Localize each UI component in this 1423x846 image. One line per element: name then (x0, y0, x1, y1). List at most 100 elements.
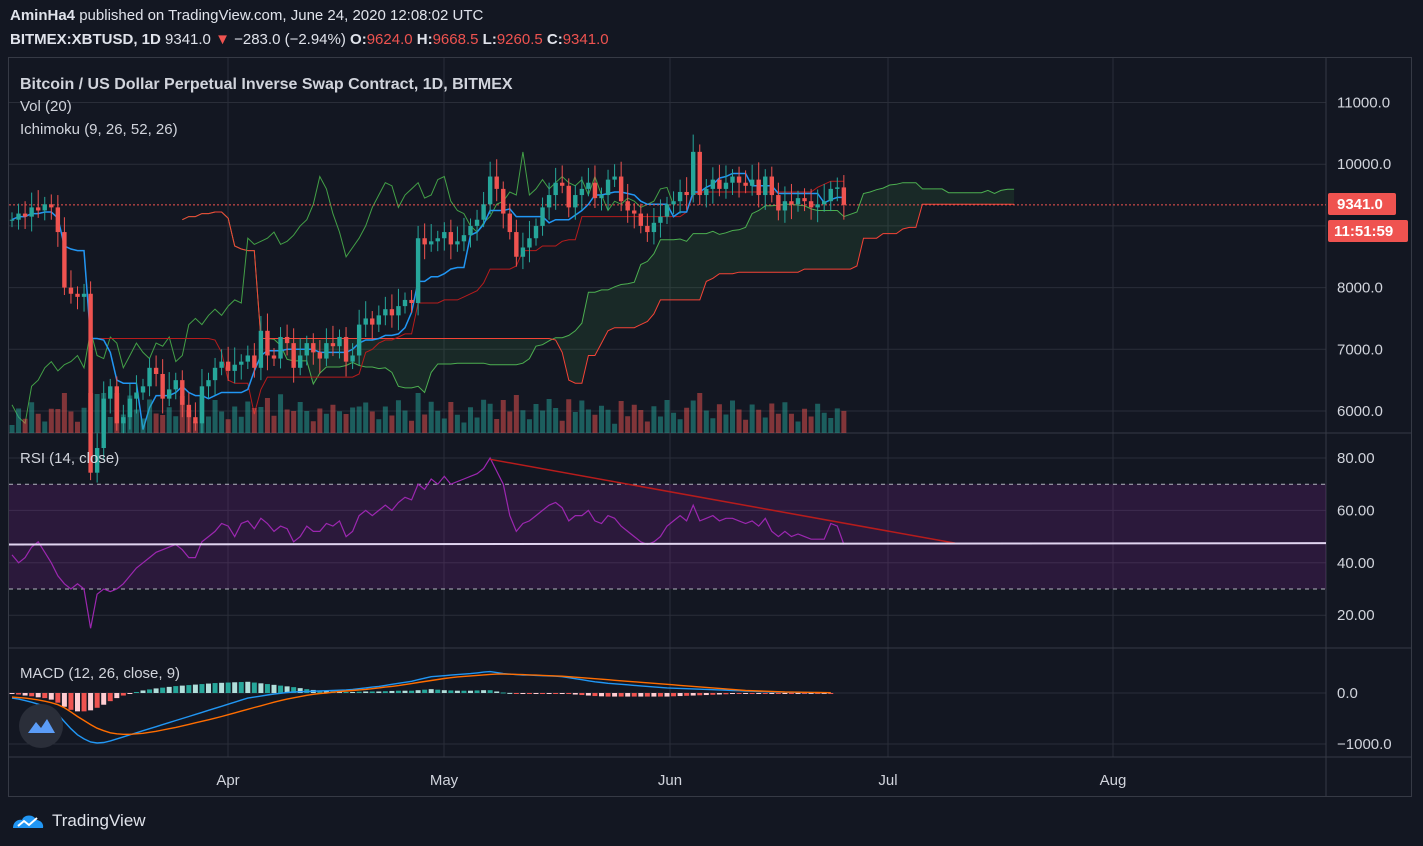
volume-bar (474, 417, 480, 433)
volume-bar (382, 406, 388, 433)
macd-histogram-bar (435, 689, 441, 693)
volume-bar (395, 400, 401, 433)
candle-body (9, 219, 15, 221)
macd-histogram-bar (81, 693, 87, 712)
volume-bar (690, 400, 696, 433)
candle-body (376, 315, 381, 325)
time-tick-label: Aug (1100, 772, 1127, 789)
macd-histogram-bar (147, 689, 153, 693)
candle-body (815, 204, 820, 208)
candle-body (487, 176, 493, 205)
volume-bar (251, 408, 257, 433)
signal-line (11, 673, 831, 735)
price-tick-label: 7000.0 (1337, 341, 1383, 358)
ichimoku-cloud (9, 151, 1326, 430)
volume-bar (815, 403, 821, 433)
volume-bar (258, 407, 264, 433)
candle-body (429, 241, 434, 245)
macd-histogram-bar (788, 693, 794, 694)
macd-histogram-bar (42, 693, 48, 699)
macd-histogram-bar (238, 682, 244, 693)
candle-body (206, 380, 211, 387)
volume-bar (788, 413, 794, 433)
volume-bar (166, 407, 172, 433)
volume-bar (468, 407, 473, 433)
candle-body (415, 238, 421, 304)
macd-histogram-bar (526, 693, 532, 694)
macd-histogram-bar (716, 693, 722, 695)
macd-histogram-bar (382, 691, 388, 693)
volume-bar (487, 403, 493, 433)
candle-body (638, 213, 643, 226)
candle-body (736, 176, 742, 183)
macd-histogram-bar (402, 690, 408, 693)
senkou-span-b (182, 203, 1015, 384)
macd-histogram-bar (16, 693, 22, 695)
footer-brand[interactable]: TradingView (10, 810, 146, 832)
volume-bar (612, 423, 618, 433)
volume-bar (153, 413, 159, 433)
volume-bar (657, 416, 663, 433)
macd-histogram-bar (376, 691, 382, 693)
macd-histogram-bar (775, 693, 781, 694)
macd-histogram-bar (94, 693, 100, 708)
macd-histogram-bar (101, 693, 107, 705)
volume-bar (494, 419, 500, 433)
macd-histogram-bar (389, 690, 395, 693)
macd-histogram-bar (55, 693, 61, 703)
macd-histogram-bar (671, 693, 677, 697)
candle-body (108, 386, 113, 399)
macd-histogram-bar (461, 690, 467, 693)
candle-body (311, 343, 316, 353)
candle-body (160, 373, 165, 399)
volume-bar (402, 410, 408, 433)
volume-bar (55, 409, 61, 433)
candle-body (743, 182, 748, 186)
macd-histogram-bar (363, 691, 369, 693)
price-tick-label: 10000.0 (1337, 156, 1391, 173)
chart-title: Bitcoin / US Dollar Perpetual Inverse Sw… (20, 76, 513, 93)
price-candles (9, 134, 847, 483)
volume-bar (559, 420, 565, 433)
volume-bar (350, 407, 356, 433)
tradingview-logo-icon (13, 815, 44, 828)
macd-histogram-bar (703, 693, 709, 696)
macd-histogram-bar (454, 690, 460, 693)
macd-histogram-bar (271, 684, 277, 693)
candle-body (370, 318, 375, 325)
volume-bar (828, 418, 834, 433)
macd-histogram-bar (356, 691, 362, 693)
macd-histogram-bar (212, 683, 218, 693)
volume-bar (225, 419, 231, 433)
macd-histogram-bar (559, 693, 565, 694)
volume-bar (599, 405, 604, 433)
last-price-badge (1328, 193, 1396, 215)
candle-body (245, 355, 250, 362)
volume-bar (671, 412, 677, 433)
chart-frame[interactable] (8, 57, 1412, 797)
volume-bar (22, 418, 28, 433)
candle-body (835, 187, 840, 189)
volume-bar (291, 411, 297, 433)
author-name[interactable]: AminHa4 (10, 7, 76, 24)
volume-bar (264, 398, 270, 433)
volume-bar (769, 403, 775, 433)
macd-histogram-bar (35, 693, 41, 698)
ichimoku-legend: Ichimoku (9, 26, 52, 26) (20, 121, 178, 138)
volume-bar (481, 399, 487, 433)
macd-histogram-bar (323, 690, 329, 693)
volume-bar (841, 410, 847, 433)
candle-body (402, 299, 408, 307)
macd-histogram-bar (743, 693, 749, 694)
volume-bar (245, 401, 251, 433)
candle-body (599, 195, 604, 199)
macd-histogram-bar (625, 693, 631, 697)
macd-line (11, 670, 831, 744)
macd-histogram-bar (677, 693, 683, 697)
candle-body (199, 386, 205, 424)
candle-body (566, 185, 571, 208)
time-tick-label: May (430, 772, 459, 789)
volume-bar (238, 416, 244, 433)
candle-body (592, 182, 598, 199)
